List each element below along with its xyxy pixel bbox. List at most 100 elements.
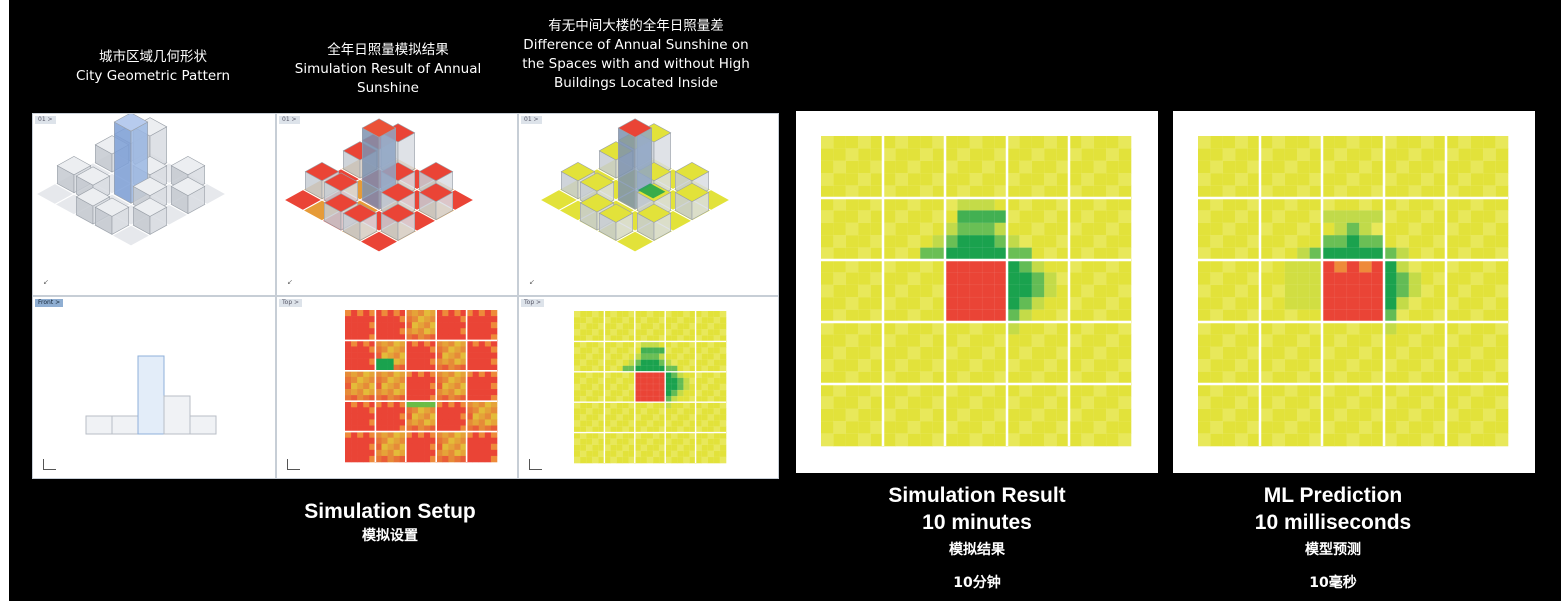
heatmap-cell — [1247, 260, 1261, 273]
heatmap-cell — [466, 413, 473, 420]
heatmap-cell — [1247, 210, 1261, 224]
heatmap-cell — [1334, 371, 1348, 385]
heatmap-cell — [1322, 346, 1335, 360]
building-face — [114, 121, 132, 204]
heatmap-cell — [574, 335, 581, 342]
heatmap-cell — [870, 284, 884, 298]
heatmap-cell — [932, 371, 946, 385]
heatmap-cell — [1118, 384, 1132, 397]
viewport-label[interactable]: Front > — [35, 299, 64, 307]
heatmap-cell — [719, 414, 727, 421]
heatmap-cell — [1322, 384, 1335, 397]
heatmap-cell — [1069, 136, 1082, 149]
heatmap-cell — [1118, 396, 1132, 410]
viewport-label[interactable]: Top > — [279, 299, 303, 307]
heatmap-cell — [616, 438, 623, 446]
heatmap-cell — [671, 383, 678, 391]
heatmap-cell — [1322, 396, 1335, 410]
heatmap-cell — [460, 322, 467, 329]
heatmap-cell — [448, 413, 455, 420]
heatmap-cell — [665, 371, 672, 379]
heatmap-cell — [1044, 160, 1057, 174]
heatmap-cell — [945, 247, 958, 261]
heatmap-cell — [363, 334, 370, 341]
heatmap-cell — [1007, 160, 1020, 174]
heatmap-cell — [351, 316, 358, 323]
heatmap-cell — [1093, 371, 1107, 385]
heatmap-cell — [357, 419, 364, 426]
heatmap-cell — [821, 235, 834, 248]
heatmap-cell — [671, 414, 678, 421]
heatmap-cell — [821, 222, 834, 236]
heatmap-cell — [460, 382, 467, 390]
heatmap-cell — [1019, 408, 1033, 422]
heatmap-cell — [1081, 309, 1095, 323]
heatmap-cell — [604, 432, 611, 439]
heatmap-cell — [405, 370, 413, 378]
heatmap-cell — [1044, 222, 1057, 236]
heatmap-cell — [1007, 433, 1020, 447]
heatmap-cell — [616, 353, 623, 360]
heatmap-cell — [387, 395, 394, 402]
viewport-label[interactable]: Top > — [521, 299, 545, 307]
viewport-label[interactable]: 01 > — [35, 116, 56, 124]
heatmap-cell — [707, 390, 715, 397]
heatmap-cell — [1483, 322, 1496, 335]
building-roof — [304, 162, 340, 182]
heatmap-cell — [932, 421, 946, 434]
heatmap-cell — [932, 297, 946, 310]
heatmap-cell — [1458, 160, 1472, 174]
heatmap-cell — [932, 210, 946, 224]
heatmap-cell — [1297, 322, 1310, 335]
heatmap-cell — [1322, 284, 1335, 298]
heatmap-cell — [646, 402, 654, 409]
heatmap-cell — [634, 371, 642, 379]
heatmap-cell — [969, 272, 983, 286]
heatmap-cell — [883, 433, 896, 447]
heatmap-cell — [424, 389, 431, 396]
heatmap-cell — [393, 431, 401, 438]
heatmap-cell — [610, 353, 617, 360]
heatmap-cell — [883, 173, 896, 186]
heatmap-cell — [1019, 136, 1033, 149]
heatmap-cell — [448, 364, 455, 372]
heatmap-cell — [659, 359, 666, 367]
heatmap-cell — [1433, 371, 1447, 385]
heatmap-cell — [719, 396, 727, 403]
heatmap-cell — [659, 371, 666, 379]
heatmap-cell — [683, 365, 690, 373]
viewport-label[interactable]: 01 > — [521, 116, 542, 124]
heatmap-cell — [604, 450, 611, 458]
heatmap-cell — [1081, 185, 1095, 199]
heatmap-cell — [1297, 297, 1310, 310]
heatmap-cell — [1384, 210, 1397, 224]
heatmap-cell — [1272, 421, 1286, 434]
heatmap-cell — [858, 322, 871, 335]
heatmap-cell — [604, 444, 611, 452]
heatmap-cell — [907, 222, 921, 236]
heatmap-cell — [671, 396, 678, 403]
heatmap-cell — [622, 377, 630, 385]
heatmap-cell — [484, 431, 492, 438]
heatmap-cell — [417, 328, 425, 335]
heatmap-cell — [478, 376, 486, 384]
heatmap-cell — [719, 438, 727, 446]
heatmap-cell — [1433, 260, 1447, 273]
heatmap-cell — [369, 346, 376, 353]
heatmap-cell — [448, 455, 455, 463]
heatmap-cell — [1222, 136, 1236, 149]
heatmap-cell — [1284, 284, 1298, 298]
building-roof — [342, 203, 378, 223]
heatmap-cell — [907, 247, 921, 261]
heatmap-cell — [833, 421, 847, 434]
heatmap-cell — [833, 408, 847, 422]
heatmap-cell — [586, 432, 593, 439]
viewport-label[interactable]: 01 > — [279, 116, 300, 124]
heatmap-cell — [574, 377, 581, 385]
heatmap-cell — [405, 328, 413, 335]
heatmap-cell — [381, 437, 388, 445]
heatmap-cell — [430, 334, 437, 341]
heatmap-cell — [689, 390, 696, 397]
heatmap-cell — [1470, 346, 1484, 360]
heatmap-cell — [351, 364, 358, 372]
